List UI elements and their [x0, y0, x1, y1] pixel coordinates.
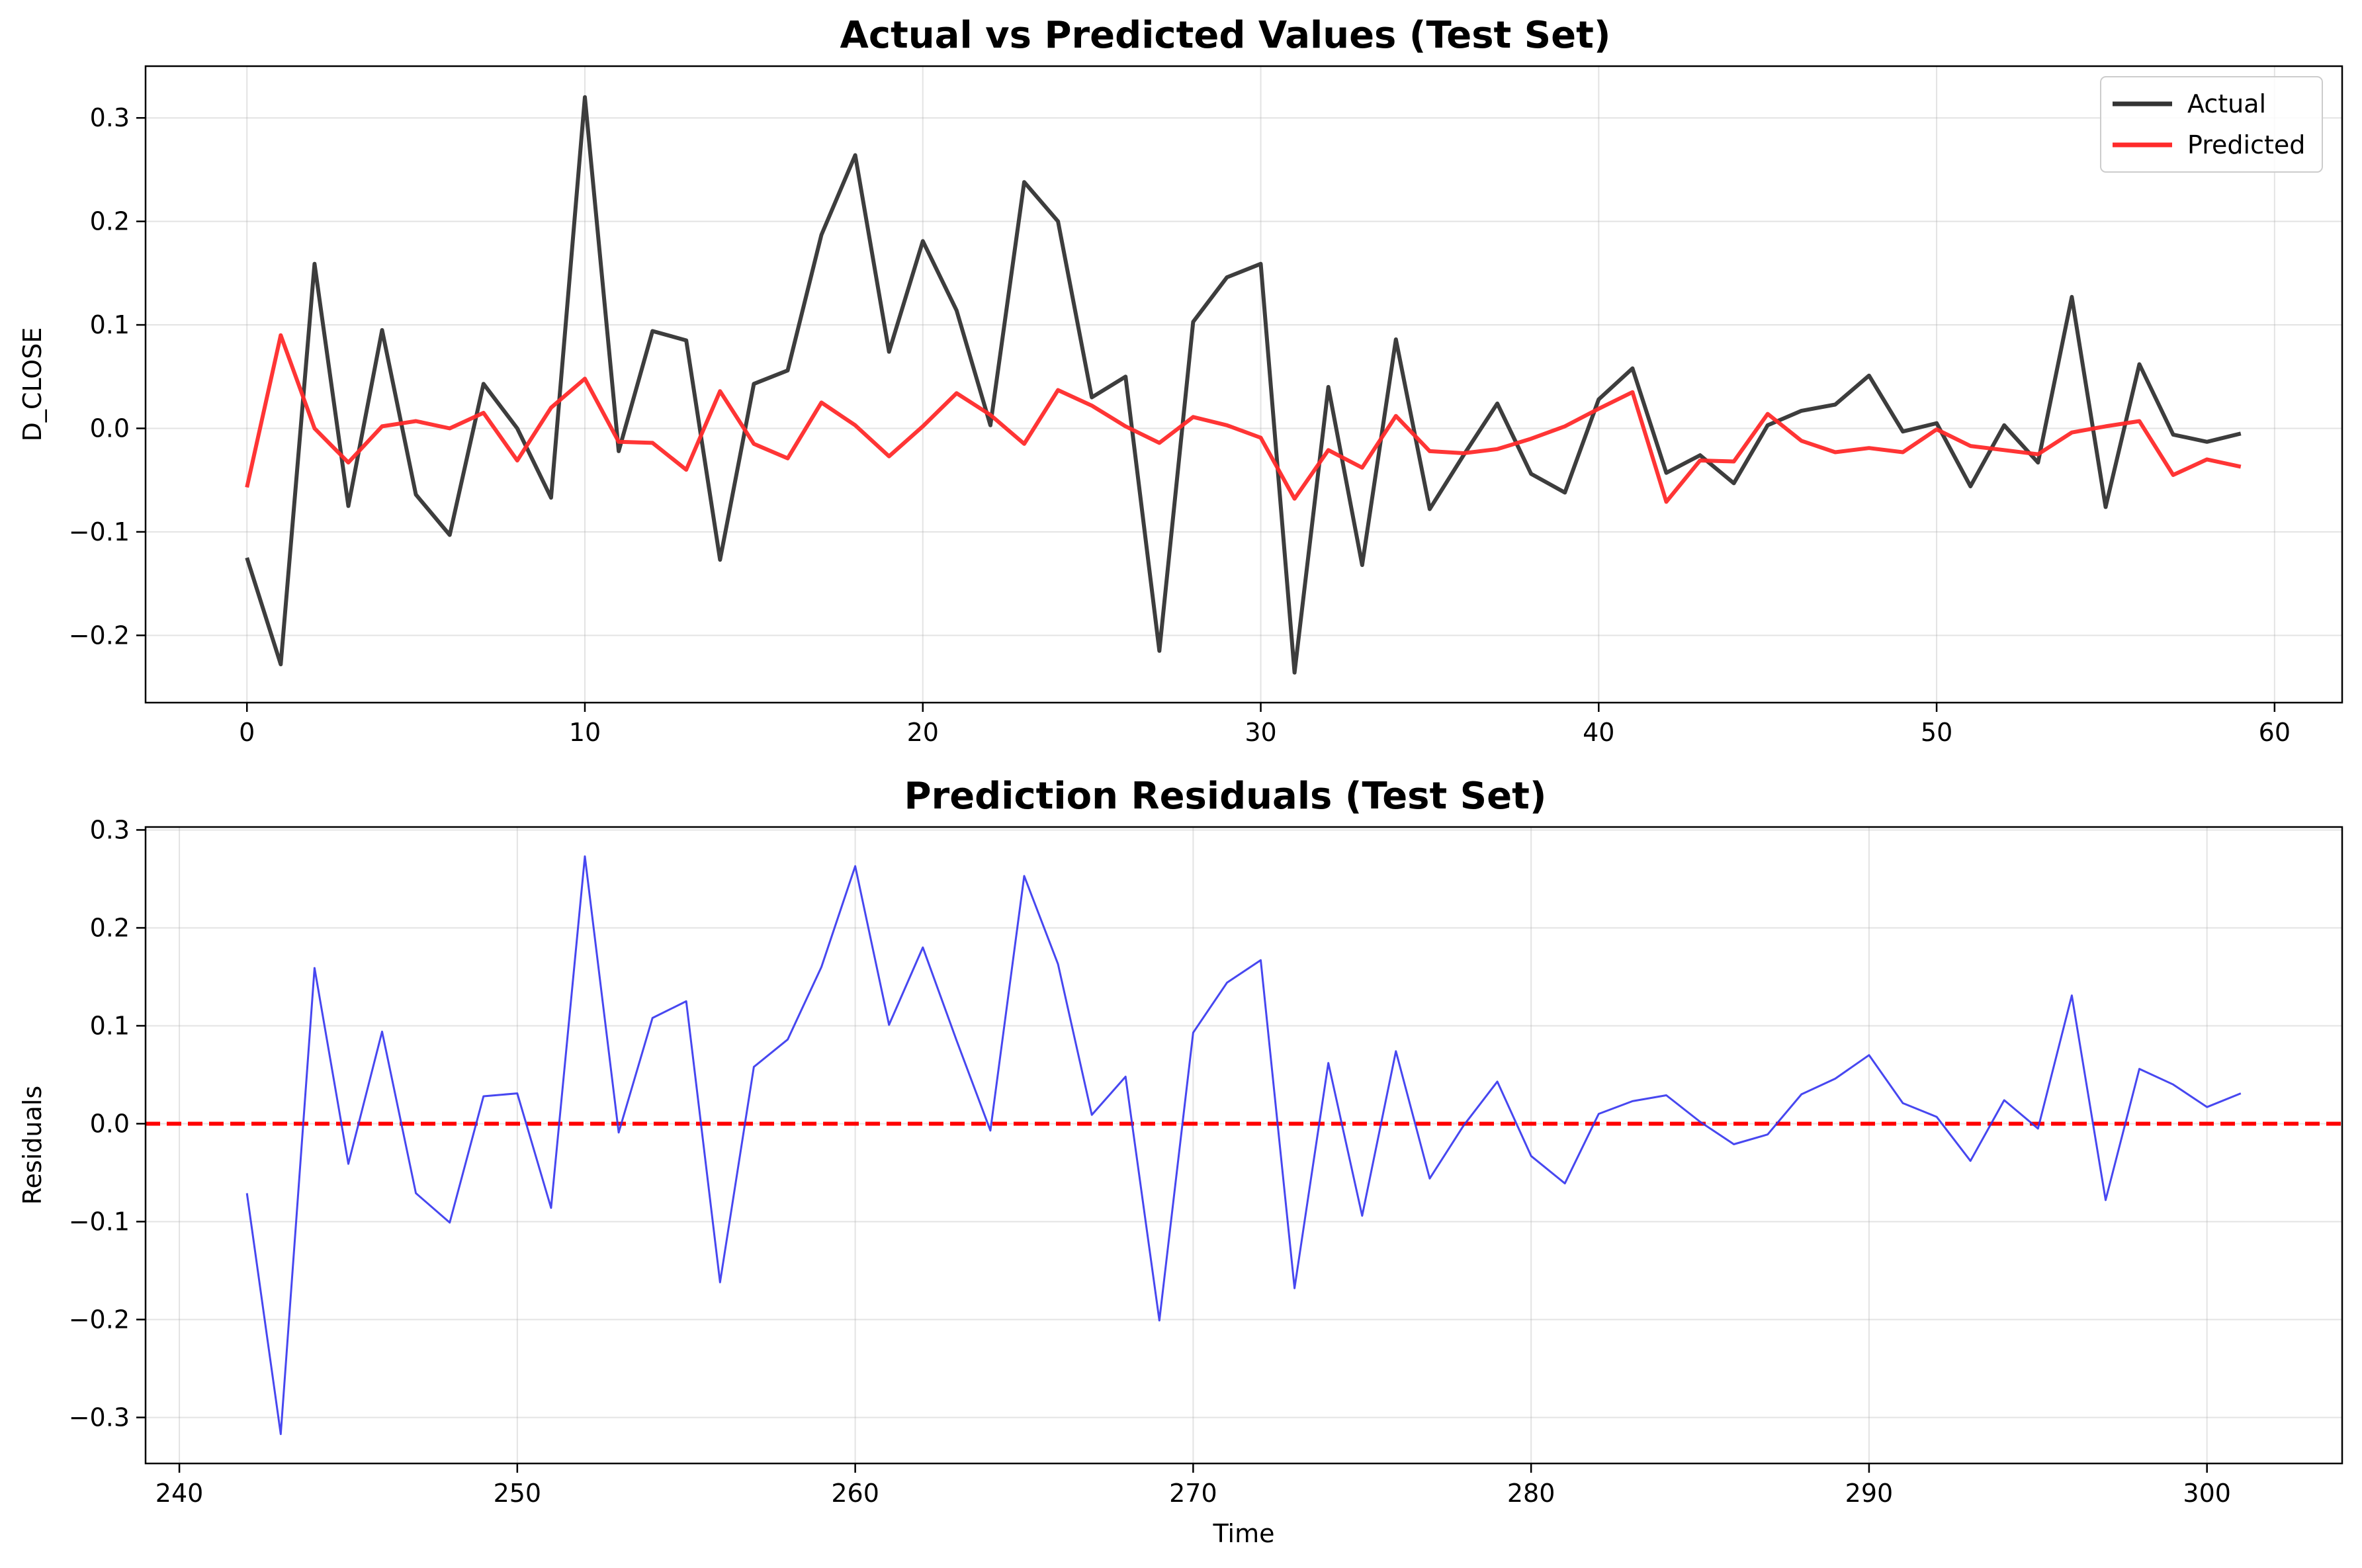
grid — [146, 66, 2342, 703]
y-tick-label: −0.1 — [69, 1207, 130, 1236]
y-axis-label: D_CLOSE — [18, 327, 47, 442]
x-tick-label: 260 — [831, 1479, 879, 1508]
x-tick-label: 290 — [1845, 1479, 1894, 1508]
y-tick-label: 0.2 — [90, 913, 130, 942]
series-lines — [245, 855, 2242, 1436]
x-tick-label: 250 — [494, 1479, 542, 1508]
y-tick-label: 0.2 — [90, 207, 130, 236]
x-tick-label: 50 — [1921, 718, 1952, 747]
x-tick-label: 10 — [569, 718, 601, 747]
subplot-actual-vs-predicted: Actual vs Predicted Values (Test Set) 0 1… — [18, 14, 2343, 747]
y-tick-label: 0.0 — [90, 1109, 130, 1138]
y-axis: −0.2 −0.1 0.0 0.1 0.2 0.3 — [69, 103, 146, 650]
series-line-predicted — [245, 333, 2242, 504]
x-axis: 0 10 20 30 40 50 60 — [239, 703, 2291, 747]
chart-title: Prediction Residuals (Test Set) — [904, 775, 1547, 818]
x-tick-label: 0 — [239, 718, 255, 747]
y-axis: −0.3 −0.2 −0.1 0.0 0.1 0.2 0.3 — [69, 815, 146, 1432]
chart-title: Actual vs Predicted Values (Test Set) — [840, 14, 1611, 57]
y-tick-label: −0.2 — [69, 621, 130, 650]
legend-label-actual: Actual — [2187, 89, 2266, 118]
series-line-actual — [245, 95, 2242, 675]
legend-box — [2100, 76, 2323, 173]
x-axis-label: Time — [1213, 1519, 1275, 1548]
x-tick-label: 240 — [155, 1479, 204, 1508]
x-tick-label: 60 — [2259, 718, 2291, 747]
plot-frame — [144, 65, 2343, 704]
grid — [146, 827, 2342, 1463]
y-tick-label: −0.1 — [69, 517, 130, 546]
legend: Actual Predicted — [2100, 76, 2323, 173]
y-tick-label: 0.1 — [90, 1011, 130, 1040]
series-line-residuals — [245, 855, 2242, 1436]
x-axis: 240 250 260 270 280 290 300 — [155, 1463, 2231, 1508]
x-tick-label: 270 — [1169, 1479, 1217, 1508]
x-tick-label: 40 — [1583, 718, 1614, 747]
subplot-residuals: Prediction Residuals (Test Set) 240 250 26… — [18, 775, 2343, 1548]
y-tick-label: 0.0 — [90, 414, 130, 443]
y-axis-label: Residuals — [18, 1086, 47, 1205]
y-tick-label: 0.1 — [90, 310, 130, 339]
x-tick-label: 30 — [1245, 718, 1276, 747]
series-lines — [245, 95, 2242, 675]
y-tick-label: −0.3 — [69, 1403, 130, 1432]
x-tick-label: 280 — [1507, 1479, 1555, 1508]
x-tick-label: 300 — [2183, 1479, 2231, 1508]
y-tick-label: 0.3 — [90, 103, 130, 132]
y-tick-label: 0.3 — [90, 815, 130, 844]
x-tick-label: 20 — [907, 718, 939, 747]
legend-label-predicted: Predicted — [2187, 130, 2305, 159]
y-tick-label: −0.2 — [69, 1305, 130, 1334]
plot-frame — [144, 826, 2343, 1465]
